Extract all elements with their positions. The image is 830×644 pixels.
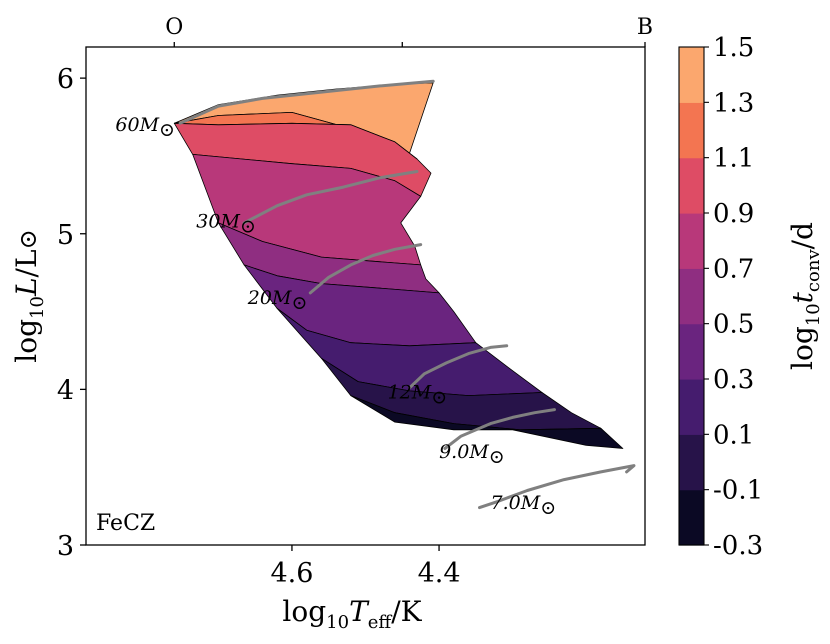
colorbar-label: log10tconv/d	[786, 222, 824, 370]
track-12-msun	[408, 344, 509, 390]
colorbar-segment	[679, 268, 704, 325]
colorbar-tick-label: -0.3	[713, 531, 763, 561]
colorbar-segment	[679, 47, 704, 103]
colorbar-segment	[679, 323, 704, 380]
track-9.0-msun	[443, 408, 556, 450]
top-spectral-label: B	[637, 15, 653, 40]
colorbar-segment	[679, 379, 704, 435]
colorbar-tick-label: 0.1	[713, 420, 754, 450]
track-label-12: 12M⊙	[388, 382, 448, 409]
colorbar-tick-label: 0.5	[713, 310, 754, 340]
track-label-7.0: 7.0M⊙	[491, 492, 557, 519]
top-spectral-label: O	[165, 15, 183, 40]
y-axis-label: log10L/L⊙	[10, 229, 48, 362]
track-label-20: 20M⊙	[247, 287, 308, 314]
track-label-60: 60M⊙	[115, 114, 175, 141]
x-axis-label: log10Teff/K	[282, 595, 422, 633]
colorbar-segment	[679, 489, 704, 546]
y-tick-label: 4	[57, 375, 74, 406]
colorbar-segment	[679, 213, 704, 269]
plot-frame	[85, 46, 646, 546]
x-tick-label: 4.6	[270, 558, 313, 589]
colorbar-segment	[679, 434, 704, 491]
track-label-30: 30M⊙	[196, 211, 256, 238]
evolution-tracks	[178, 79, 636, 510]
colorbar-segment	[679, 102, 704, 159]
colorbar-segment	[679, 157, 704, 214]
colorbar-tick-label: 0.7	[713, 254, 754, 284]
track-7.0-msun	[478, 464, 636, 510]
colorbar: -0.3 -0.1 0.1 0.3 0.5 0.7 0.9 1.1 1.3 1.5	[678, 33, 763, 561]
y-tick-label: 6	[57, 64, 74, 95]
colorbar-tick-label: 0.3	[713, 365, 754, 395]
track-30-msun	[242, 170, 419, 225]
colorbar-tick-label: 1.5	[713, 33, 754, 63]
track-20-msun	[308, 243, 423, 295]
track-label-9.0: 9.0M⊙	[439, 441, 505, 468]
colorbar-frame	[678, 46, 705, 546]
contour-band-8	[350, 395, 624, 449]
colorbar-tick-label: -0.1	[713, 476, 763, 506]
y-tick-label: 5	[57, 220, 74, 251]
colorbar-tick-label: 1.3	[713, 88, 754, 118]
track-60-msun	[178, 79, 435, 125]
y-tick-label: 3	[57, 531, 74, 562]
track-labels: 60M⊙ 30M⊙ 20M⊙ 12M⊙ 9.0M⊙ 7.0M⊙	[115, 114, 556, 519]
colorbar-tick-label: 0.9	[713, 199, 754, 229]
x-tick-label: 4.4	[418, 558, 461, 589]
axes: 4.6 4.4 3 4 5 6 O B	[57, 15, 653, 589]
contour-regions	[173, 82, 624, 449]
colorbar-tick-label: 1.1	[713, 144, 754, 174]
fecz-annotation: FeCZ	[96, 511, 155, 536]
